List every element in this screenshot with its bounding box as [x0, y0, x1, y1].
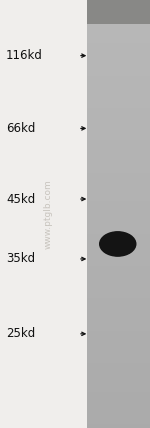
Ellipse shape: [101, 233, 134, 255]
Ellipse shape: [106, 236, 129, 252]
Text: 45kd: 45kd: [6, 193, 35, 205]
Ellipse shape: [113, 241, 122, 247]
Text: 66kd: 66kd: [6, 122, 35, 135]
Ellipse shape: [115, 242, 121, 246]
Ellipse shape: [103, 234, 132, 254]
Text: 25kd: 25kd: [6, 327, 35, 340]
Ellipse shape: [112, 240, 124, 248]
Ellipse shape: [109, 238, 127, 250]
Ellipse shape: [110, 239, 125, 249]
Ellipse shape: [114, 241, 122, 247]
Ellipse shape: [104, 235, 131, 253]
Ellipse shape: [100, 232, 135, 256]
Ellipse shape: [106, 236, 130, 252]
Ellipse shape: [108, 237, 128, 251]
Bar: [87, 0, 150, 428]
Ellipse shape: [105, 235, 130, 253]
Ellipse shape: [102, 233, 134, 255]
Ellipse shape: [116, 243, 119, 245]
Bar: [87, 0, 150, 24]
Ellipse shape: [112, 241, 123, 247]
Ellipse shape: [111, 239, 124, 249]
Ellipse shape: [103, 234, 133, 254]
Text: 35kd: 35kd: [6, 253, 35, 265]
Ellipse shape: [100, 232, 136, 256]
Text: www.ptglb.com: www.ptglb.com: [44, 179, 52, 249]
Ellipse shape: [99, 231, 136, 257]
Text: 116kd: 116kd: [6, 49, 43, 62]
Ellipse shape: [110, 238, 126, 250]
Ellipse shape: [107, 237, 128, 251]
Bar: [0, 0, 87, 428]
Ellipse shape: [116, 242, 120, 246]
